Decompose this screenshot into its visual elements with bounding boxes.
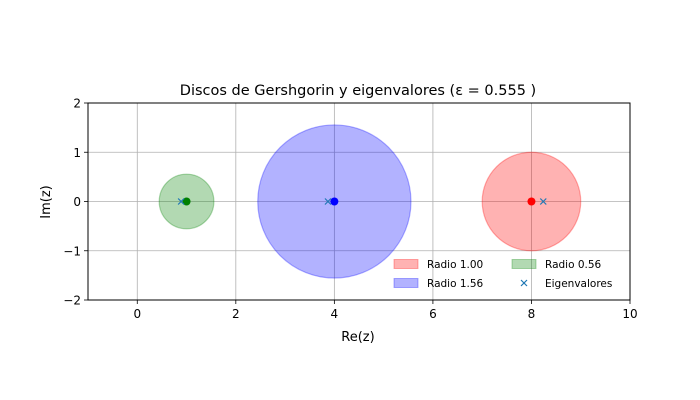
y-tick-label: −1: [63, 244, 81, 258]
eigenvalue-marker: [324, 198, 332, 205]
x-tick-label: 8: [528, 307, 536, 321]
x-tick-label: 2: [232, 307, 240, 321]
x-tick-label: 6: [429, 307, 437, 321]
legend-label: Radio 0.56: [545, 259, 602, 271]
y-axis-ticks: −2 −1 0 1 2: [63, 97, 88, 308]
y-tick-label: −2: [63, 294, 81, 308]
center-layer: [182, 197, 536, 206]
eigenvalue-layer: [177, 198, 547, 205]
legend-label: Radio 1.00: [427, 259, 483, 271]
legend-swatch: [511, 259, 537, 269]
y-axis-label: Im(z): [39, 185, 54, 218]
legend-swatch: [393, 259, 419, 269]
legend-swatch: [393, 278, 419, 288]
y-tick-label: 2: [73, 97, 81, 111]
legend-entry: Radio 0.56: [511, 259, 602, 271]
x-tick-label: 4: [331, 307, 339, 321]
chart-title: Discos de Gershgorin y eigenvalores (ε =…: [180, 83, 536, 99]
x-tick-label: 10: [622, 307, 637, 321]
y-tick-label: 1: [73, 146, 81, 160]
legend-marker-stroke: [520, 279, 528, 287]
legend-entry: Radio 1.56: [393, 278, 484, 290]
legend-entry: Eigenvalores: [520, 278, 612, 290]
legend-entry: Radio 1.00: [393, 259, 483, 271]
legend-label: Eigenvalores: [545, 278, 612, 290]
legend: Radio 1.00 Radio 1.56 Radio 0.56 Eigenvalor…: [393, 259, 612, 290]
eigenvalue-marker-stroke: [324, 198, 332, 205]
eigenvalue-marker: [177, 198, 185, 205]
eigenvalue-marker: [539, 198, 547, 205]
x-tick-label: 0: [133, 307, 141, 321]
legend-label: Radio 1.56: [427, 278, 484, 290]
disc-center-point: [182, 197, 191, 206]
x-axis-label: Re(z): [341, 330, 374, 345]
eigenvalue-marker-stroke: [177, 198, 185, 205]
x-axis-ticks: 0 2 4 6 8 10: [133, 300, 638, 321]
disc-center-point: [330, 197, 339, 206]
eigenvalue-marker-stroke: [539, 198, 547, 205]
y-tick-label: 0: [73, 195, 81, 209]
disc-center-point: [527, 197, 536, 206]
